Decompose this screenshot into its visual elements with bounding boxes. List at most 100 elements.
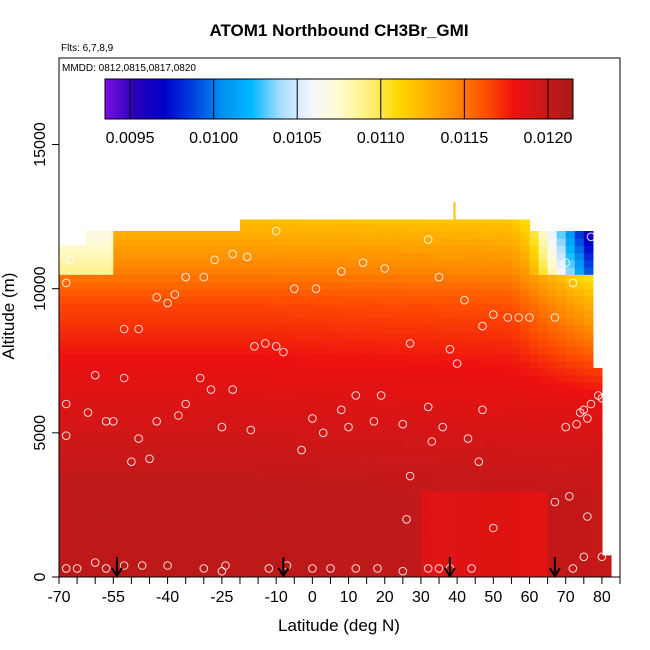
- field-cell: [321, 274, 332, 283]
- field-cell: [457, 476, 467, 484]
- field-cell: [429, 555, 440, 564]
- field-cell: [104, 519, 114, 528]
- field-cell: [466, 219, 476, 225]
- field-cell: [194, 267, 205, 275]
- field-cell: [321, 346, 332, 355]
- field-cell: [122, 367, 132, 376]
- field-cell: [384, 497, 395, 506]
- x-axis: -70 -55 -40 -25 -10 0 10 20 30 40 50 60 70 80: [47, 577, 621, 606]
- observation-point: [405, 471, 415, 481]
- field-cell: [402, 497, 413, 506]
- field-cell: [86, 339, 96, 347]
- field-cell: [457, 411, 467, 420]
- field-cell: [104, 548, 114, 556]
- field-cell: [140, 231, 151, 239]
- field-cell: [520, 396, 531, 405]
- field-cell: [493, 259, 503, 268]
- field-cell: [547, 303, 558, 311]
- field-cell: [384, 555, 395, 564]
- field-cell: [511, 382, 522, 391]
- field-cell: [393, 404, 404, 412]
- field-cell: [59, 404, 69, 412]
- field-cell: [59, 548, 69, 556]
- field-cell: [312, 468, 322, 477]
- field-cell: [95, 548, 105, 556]
- field-cell: [375, 238, 386, 247]
- field-cell: [194, 295, 205, 304]
- field-cell: [221, 360, 232, 369]
- field-cell: [258, 367, 268, 376]
- field-cell: [502, 461, 513, 470]
- field-cell: [158, 497, 169, 506]
- field-cell: [484, 353, 494, 362]
- field-cell: [230, 540, 241, 549]
- field-cell: [429, 447, 440, 456]
- field-cell: [339, 533, 350, 542]
- field-cell: [285, 526, 295, 535]
- field-cell: [538, 389, 549, 398]
- field-cell: [294, 461, 304, 470]
- field-cell: [511, 396, 522, 405]
- field-cell: [511, 353, 522, 362]
- field-cell: [140, 555, 151, 564]
- field-cell: [285, 360, 295, 369]
- field-cell: [547, 238, 558, 247]
- field-cell: [384, 504, 395, 513]
- field-cell: [529, 317, 540, 326]
- field-cell: [538, 252, 549, 261]
- field-cell: [167, 324, 178, 333]
- field-cell: [529, 454, 540, 463]
- observation-point: [170, 290, 180, 299]
- field-cell: [167, 295, 178, 304]
- field-cell: [402, 231, 413, 239]
- field-cell: [538, 548, 549, 556]
- field-cell: [529, 490, 540, 499]
- observation-point: [134, 434, 143, 443]
- field-cell: [484, 555, 494, 564]
- field-cell: [484, 562, 494, 571]
- field-cell: [366, 346, 377, 355]
- field-cell: [402, 303, 413, 311]
- field-cell: [565, 375, 576, 383]
- field-cell: [493, 231, 503, 239]
- field-cell: [149, 411, 160, 420]
- field-cell: [547, 295, 558, 304]
- field-cell: [104, 360, 114, 369]
- field-cell: [77, 259, 87, 268]
- field-cell: [95, 346, 105, 355]
- field-cell: [466, 504, 476, 513]
- x-tick-label: -25: [210, 589, 233, 606]
- field-cell: [475, 483, 485, 492]
- field-cell: [68, 540, 78, 549]
- field-cell: [194, 490, 205, 499]
- field-cell: [149, 367, 160, 376]
- field-cell: [59, 569, 69, 577]
- observation-point: [271, 342, 281, 351]
- field-cell: [86, 375, 96, 383]
- field-cell: [574, 490, 585, 499]
- field-cell: [420, 389, 431, 398]
- field-cell: [194, 238, 205, 247]
- field-cell: [140, 440, 151, 448]
- field-cell: [230, 497, 241, 506]
- field-cell: [249, 519, 259, 528]
- y-tick-label: 10000: [32, 266, 49, 311]
- field-cell: [140, 288, 151, 297]
- field-cell: [493, 339, 503, 347]
- field-cell: [294, 303, 304, 311]
- field-cell: [104, 555, 114, 564]
- field-cell: [420, 411, 431, 420]
- field-cell: [95, 317, 105, 326]
- field-cell: [194, 411, 205, 420]
- field-cell: [565, 497, 576, 506]
- field-cell: [285, 447, 295, 456]
- field-cell: [86, 274, 96, 283]
- field-cell: [384, 219, 395, 225]
- field-cell: [149, 346, 160, 355]
- field-cell: [140, 447, 151, 456]
- field-cell: [221, 310, 232, 319]
- field-cell: [203, 468, 214, 477]
- field-cell: [258, 432, 268, 441]
- field-cell: [375, 295, 386, 304]
- field-cell: [77, 274, 87, 283]
